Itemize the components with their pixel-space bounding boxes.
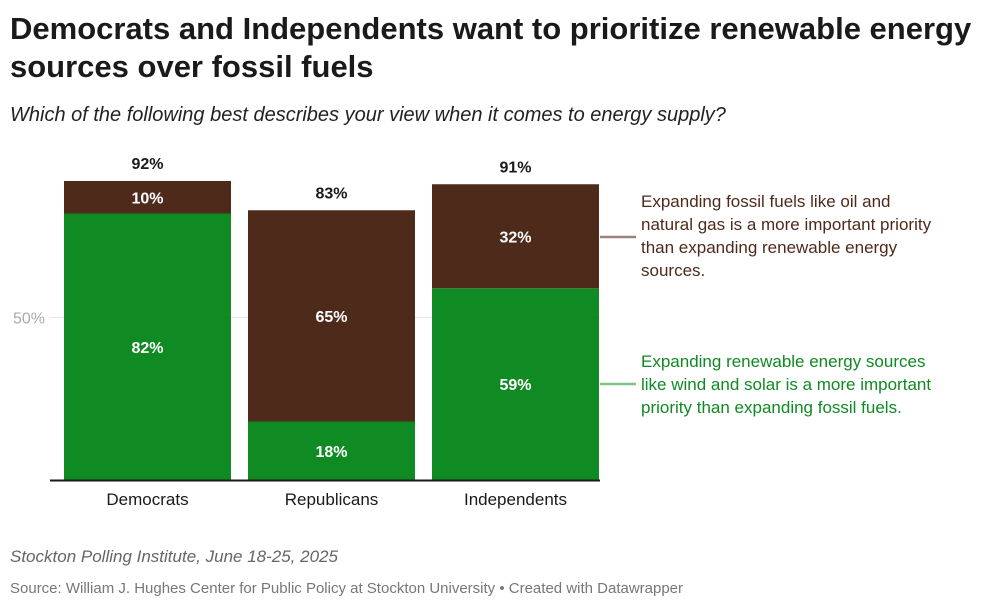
data-label-fossil-independents: 32% xyxy=(499,229,531,246)
legend-renewable-line-3: priority than expanding fossil fuels. xyxy=(641,398,902,417)
x-tick-label-republicans: Republicans xyxy=(285,490,379,509)
total-label-republicans: 83% xyxy=(315,185,347,202)
legend-fossil-line-1: Expanding fossil fuels like oil and xyxy=(641,192,890,211)
total-label-independents: 91% xyxy=(499,159,531,176)
stacked-bar-chart: 50% 82% 10% 92% Democrats 18% 65% 83% Republican… xyxy=(13,156,932,509)
chart-subtitle: Which of the following best describes yo… xyxy=(10,104,726,126)
legend-fossil-line-4: sources. xyxy=(641,261,705,280)
bar-fossil-democrats xyxy=(64,181,231,214)
data-label-fossil-democrats: 10% xyxy=(131,190,163,207)
data-label-renewable-republicans: 18% xyxy=(315,444,347,461)
legend-renewable-line-2: like wind and solar is a more important xyxy=(641,375,931,394)
bar-fossil-independents xyxy=(432,184,599,289)
data-label-renewable-democrats: 82% xyxy=(131,340,163,357)
legend-fossil-line-2: natural gas is a more important priority xyxy=(641,215,932,234)
legend-fossil-line-3: than expanding renewable energy xyxy=(641,238,898,257)
x-tick-label-independents: Independents xyxy=(464,490,567,509)
bar-renewable-republicans xyxy=(248,421,415,480)
survey-note: Stockton Polling Institute, June 18-25, … xyxy=(10,547,338,566)
bar-renewable-independents xyxy=(432,288,599,480)
bar-renewable-democrats xyxy=(64,213,231,480)
legend-renewable-line-1: Expanding renewable energy sources xyxy=(641,352,925,371)
chart-title: Democrats and Independents want to prior… xyxy=(10,11,972,84)
y-tick-label-50: 50% xyxy=(13,311,45,328)
data-label-renewable-independents: 59% xyxy=(499,377,531,394)
x-tick-label-democrats: Democrats xyxy=(106,490,188,509)
total-label-democrats: 92% xyxy=(131,156,163,173)
data-label-fossil-republicans: 65% xyxy=(315,309,347,326)
bar-fossil-republicans xyxy=(248,210,415,422)
source-credit: Source: William J. Hughes Center for Pub… xyxy=(10,580,684,597)
